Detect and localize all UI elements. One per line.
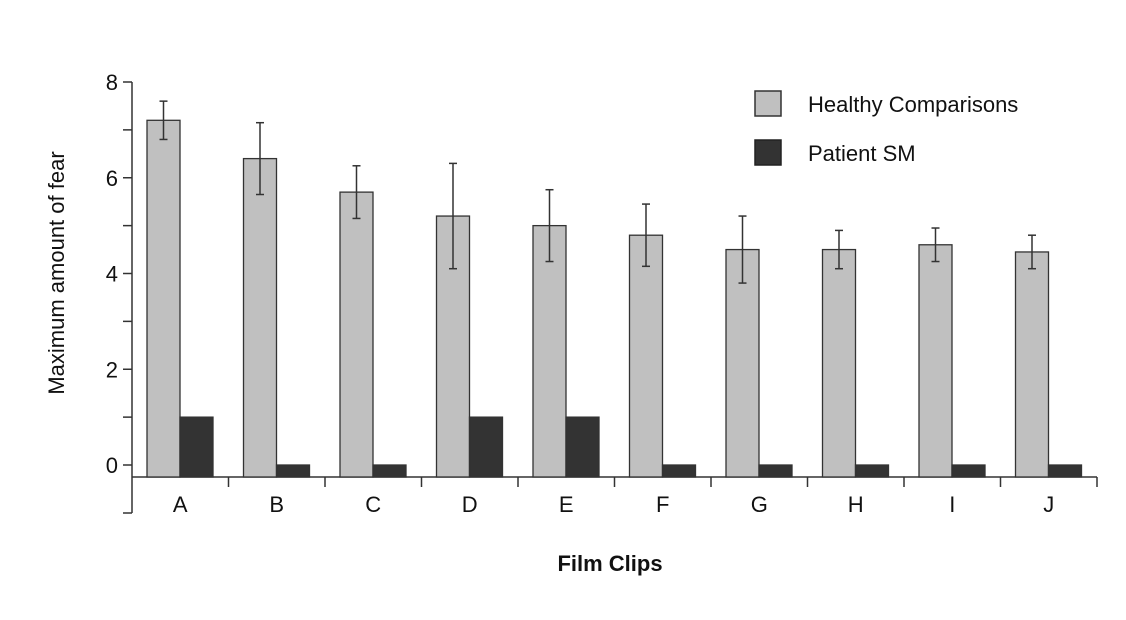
legend: Healthy Comparisons Patient SM <box>754 90 1018 166</box>
bar-healthy-A <box>146 119 181 478</box>
legend-swatch-patient <box>754 139 782 166</box>
bar-patient-J <box>1047 464 1083 478</box>
x-tick-label: I <box>949 492 955 517</box>
bar-patient-H <box>854 464 890 478</box>
x-tick-label: C <box>365 492 381 517</box>
x-axis-label: Film Clips <box>557 551 662 576</box>
bar-healthy-J <box>1014 251 1050 478</box>
x-tick-label: A <box>173 492 188 517</box>
bar-healthy-F <box>628 234 664 478</box>
bar-healthy-H <box>821 248 857 478</box>
y-tick-label: 6 <box>106 166 118 191</box>
bar-patient-G <box>758 464 793 478</box>
y-axis-label: Maximum amount of fear <box>44 151 69 394</box>
bar-patient-D <box>468 416 504 478</box>
bar-patient-I <box>951 464 986 478</box>
legend-label-patient: Patient SM <box>808 141 916 166</box>
legend-swatch-healthy <box>754 90 782 117</box>
bar-patient-C <box>372 464 407 478</box>
bar-healthy-C <box>339 191 374 478</box>
x-tick-label: D <box>462 492 478 517</box>
bar-healthy-E <box>532 224 567 478</box>
bar-patient-F <box>661 464 697 478</box>
bars <box>146 100 1083 478</box>
bar-patient-A <box>179 416 214 478</box>
x-tick-label: J <box>1043 492 1054 517</box>
legend-label-healthy: Healthy Comparisons <box>808 92 1018 117</box>
x-tick-label: H <box>848 492 864 517</box>
y-tick-label: 0 <box>106 453 118 478</box>
y-tick-label: 8 <box>106 70 118 95</box>
x-tick-label: F <box>656 492 669 517</box>
x-tick-label: G <box>751 492 768 517</box>
bar-healthy-G <box>725 248 760 478</box>
bar-patient-B <box>275 464 311 478</box>
bar-patient-E <box>565 416 600 478</box>
x-tick-label: B <box>269 492 284 517</box>
y-tick-label: 4 <box>106 262 118 287</box>
bar-healthy-B <box>242 157 278 478</box>
bar-healthy-I <box>918 244 953 478</box>
x-tick-label: E <box>559 492 574 517</box>
y-tick-label: 2 <box>106 357 118 382</box>
